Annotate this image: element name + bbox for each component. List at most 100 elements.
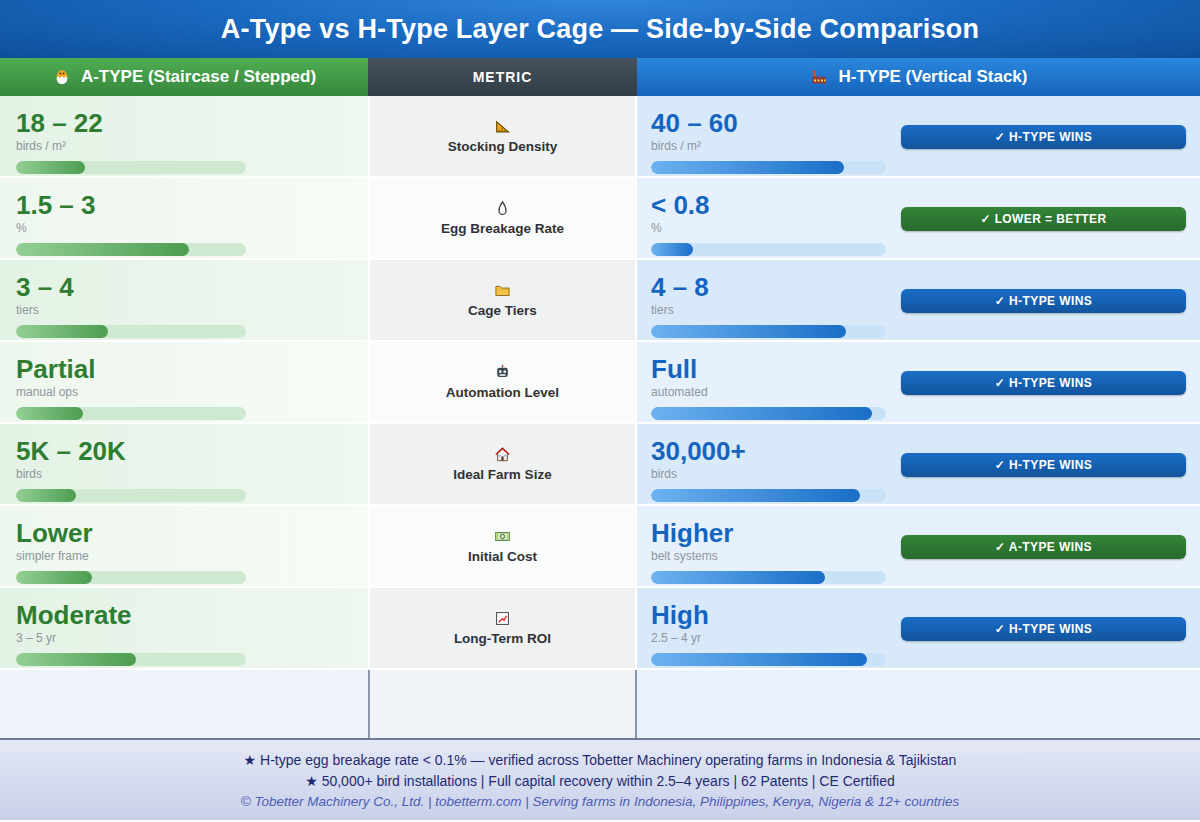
a-type-progress-fill [16,571,92,584]
a-type-value: Lower [16,519,368,547]
h-type-progress-fill [651,325,846,338]
tail-a-column [0,670,368,738]
h-type-progress-fill [651,489,860,502]
h-type-value: High [651,601,886,629]
metric-label: Ideal Farm Size [453,467,551,482]
h-type-progress-fill [651,161,844,174]
a-type-cell: Partial manual ops [0,342,368,422]
table-row: 3 – 4 tiers Cage Tiers 4 – 8 tiers ✓ H-T… [0,260,1200,342]
a-type-unit: birds [16,467,368,481]
winner-badge: ✓ H-TYPE WINS [901,617,1186,641]
table-row: Moderate 3 – 5 yr Long-Term ROI High 2.5… [0,588,1200,670]
metric-column-header: METRIC [368,58,637,96]
metric-label: Egg Breakage Rate [441,221,564,236]
a-type-cell: Moderate 3 – 5 yr [0,588,368,668]
a-type-progress-bar [16,489,246,502]
h-type-unit: % [651,221,886,235]
h-type-value: 30,000+ [651,437,886,465]
h-type-progress-fill [651,407,872,420]
metric-label: Stocking Density [448,139,558,154]
h-type-column-label: H-TYPE (Vertical Stack) [839,67,1028,87]
metric-cell: Long-Term ROI [368,588,637,668]
metric-label: Initial Cost [468,549,537,564]
h-type-progress-bar [651,653,886,666]
a-type-progress-bar [16,571,246,584]
table-tail [0,670,1200,740]
metric-cell: Automation Level [368,342,637,422]
a-type-unit: birds / m² [16,139,368,153]
h-type-value: < 0.8 [651,191,886,219]
h-type-unit: belt systems [651,549,886,563]
winner-badge: ✓ A-TYPE WINS [901,535,1186,559]
metric-label: Long-Term ROI [454,631,551,646]
h-type-unit: automated [651,385,886,399]
tail-h-column [637,670,1200,738]
a-type-column-label: A-TYPE (Staircase / Stepped) [81,67,316,87]
metric-column-label: METRIC [473,69,533,85]
h-type-progress-bar [651,243,886,256]
table-row: 5K – 20K birds Ideal Farm Size 30,000+ b… [0,424,1200,506]
table-row: 1.5 – 3 % Egg Breakage Rate < 0.8 % ✓ LO… [0,178,1200,260]
a-type-unit: simpler frame [16,549,368,563]
metric-cell: Initial Cost [368,506,637,586]
h-type-value: Higher [651,519,886,547]
metric-label: Automation Level [446,385,559,400]
footer-note-1: ★ H-type egg breakage rate < 0.1% — veri… [244,752,957,768]
h-type-value: 4 – 8 [651,273,886,301]
h-type-value: Full [651,355,886,383]
footer-credit: © Tobetter Machinery Co., Ltd. | tobette… [241,794,959,809]
robot-icon [494,364,511,382]
h-type-progress-fill [651,571,825,584]
h-type-cell: 4 – 8 tiers ✓ H-TYPE WINS [637,260,1200,340]
footer-note-2: ★ 50,000+ bird installations | Full capi… [305,773,895,789]
a-type-progress-bar [16,653,246,666]
a-type-column-header: A-TYPE (Staircase / Stepped) [0,58,368,96]
h-type-unit: 2.5 – 4 yr [651,631,886,645]
h-type-value: 40 – 60 [651,109,886,137]
a-type-cell: 1.5 – 3 % [0,178,368,258]
a-type-unit: manual ops [16,385,368,399]
hatching-chick-icon [52,67,72,87]
a-type-progress-fill [16,325,108,338]
folder-icon [494,282,511,300]
h-type-unit: tiers [651,303,886,317]
a-type-progress-bar [16,325,246,338]
table-row: 18 – 22 birds / m² Stocking Density 40 –… [0,96,1200,178]
h-type-cell: 40 – 60 birds / m² ✓ H-TYPE WINS [637,96,1200,176]
h-type-progress-bar [651,571,886,584]
a-type-progress-bar [16,407,246,420]
h-type-cell: Higher belt systems ✓ A-TYPE WINS [637,506,1200,586]
a-type-cell: 18 – 22 birds / m² [0,96,368,176]
h-type-cell: < 0.8 % ✓ LOWER = BETTER [637,178,1200,258]
a-type-progress-fill [16,653,136,666]
a-type-unit: tiers [16,303,368,317]
h-type-progress-fill [651,243,693,256]
a-type-value: Moderate [16,601,368,629]
a-type-value: 18 – 22 [16,109,368,137]
comparison-table: 18 – 22 birds / m² Stocking Density 40 –… [0,96,1200,670]
egg-icon [494,200,511,218]
page-title: A-Type vs H-Type Layer Cage — Side-by-Si… [221,14,979,45]
h-type-unit: birds [651,467,886,481]
h-type-cell: 30,000+ birds ✓ H-TYPE WINS [637,424,1200,504]
h-type-unit: birds / m² [651,139,886,153]
a-type-progress-fill [16,243,189,256]
h-type-progress-fill [651,653,867,666]
a-type-progress-bar [16,243,246,256]
a-type-cell: 3 – 4 tiers [0,260,368,340]
winner-badge: ✓ H-TYPE WINS [901,289,1186,313]
h-type-cell: High 2.5 – 4 yr ✓ H-TYPE WINS [637,588,1200,668]
a-type-unit: 3 – 5 yr [16,631,368,645]
a-type-cell: 5K – 20K birds [0,424,368,504]
a-type-progress-fill [16,161,85,174]
h-type-progress-bar [651,407,886,420]
banknote-icon [494,528,511,546]
factory-icon [810,67,830,87]
a-type-unit: % [16,221,368,235]
h-type-cell: Full automated ✓ H-TYPE WINS [637,342,1200,422]
table-row: Partial manual ops Automation Level Full… [0,342,1200,424]
a-type-value: Partial [16,355,368,383]
a-type-value: 3 – 4 [16,273,368,301]
h-type-progress-bar [651,489,886,502]
house-icon [494,446,511,464]
